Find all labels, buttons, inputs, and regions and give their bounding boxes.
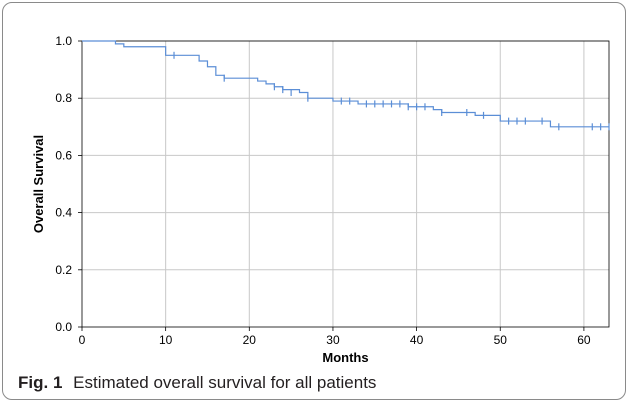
x-tick-label: 30: [326, 333, 340, 347]
x-tick-label: 10: [159, 333, 173, 347]
y-tick-label: 0.4: [55, 206, 72, 220]
y-tick-label: 0.8: [55, 91, 72, 105]
survival-chart: 0.00.20.40.60.81.0 0 10 20 30 40 50 60 Months …: [31, 34, 610, 365]
x-tick-label: 60: [577, 333, 591, 347]
censor-marks: [173, 51, 610, 131]
y-tick-label: 0.0: [55, 320, 72, 334]
y-axis-label: Overall Survival: [31, 135, 46, 233]
grid-lines: [82, 40, 609, 327]
plot-border: [81, 40, 610, 328]
x-axis-label: Months: [322, 350, 368, 365]
y-tick-label: 0.2: [55, 263, 72, 277]
figure-label: Fig. 1: [18, 373, 63, 392]
x-tick-label: 20: [243, 333, 257, 347]
x-tick-label: 40: [410, 333, 424, 347]
survival-curve: [82, 40, 609, 128]
y-tick-label: 1.0: [55, 34, 72, 48]
x-tick-label: 50: [494, 333, 508, 347]
y-axis-ticks: 0.0 0.2 0.4 0.6 0.8 1.0: [55, 34, 82, 334]
x-axis-ticks: 0 10 20 30 40 50 60: [79, 327, 591, 347]
x-tick-label: 0: [79, 333, 86, 347]
figure-caption-text: Estimated overall survival for all patie…: [73, 373, 377, 392]
y-tick-label: 0.6: [55, 148, 72, 162]
figure-caption: Fig. 1 Estimated overall survival for al…: [18, 373, 376, 393]
figure-frame: [2, 2, 626, 400]
